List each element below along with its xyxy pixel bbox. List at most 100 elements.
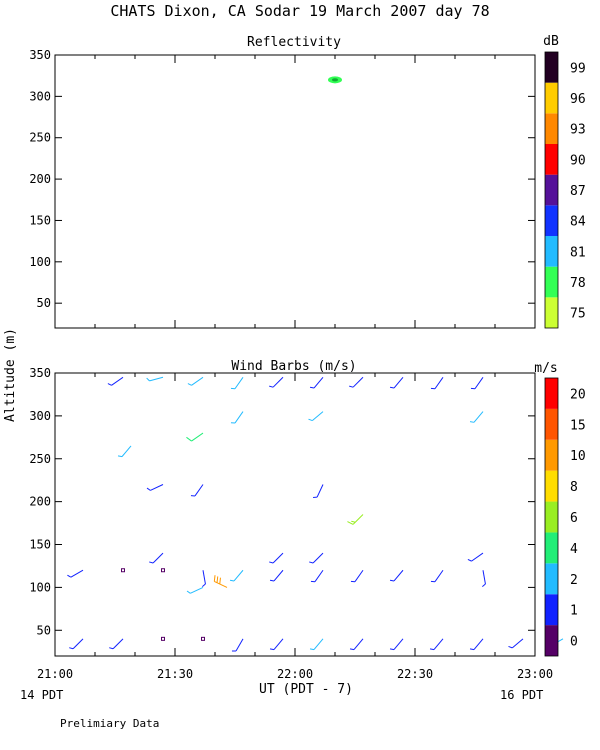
wind-y-tick-label: 100 <box>29 580 51 594</box>
wind-barb <box>190 484 204 497</box>
wind-barb-feather <box>219 577 221 585</box>
wind-barbs <box>67 376 564 652</box>
wind-barb <box>269 376 284 388</box>
wind-barb-staff <box>434 569 444 582</box>
wind-barb-feather <box>309 648 315 651</box>
reflectivity-colorbar-swatch <box>545 113 558 144</box>
wind-barb <box>430 377 444 390</box>
wind-barb-feather <box>389 386 395 389</box>
wind-colorbar-label: 2 <box>570 573 578 588</box>
wind-barb-staff <box>190 586 204 594</box>
wind-barb <box>508 638 524 649</box>
wind-barb-staff <box>149 376 164 382</box>
wind-barb-staff <box>191 432 204 442</box>
wind-title: Wind Barbs (m/s) <box>231 359 356 374</box>
wind-colorbar-swatch <box>545 439 558 471</box>
wind-barb-staff <box>511 638 524 649</box>
wind-barb-feather <box>187 383 192 386</box>
wind-barb-staff <box>474 377 484 390</box>
wind-barb-staff <box>352 376 364 388</box>
reflectivity-echoes <box>328 76 342 84</box>
wind-barb-staff <box>152 552 164 564</box>
wind-barb <box>149 552 164 564</box>
wind-colorbar-swatch <box>545 501 558 533</box>
wind-barb-feather <box>269 579 275 582</box>
reflectivity-colorbar-swatch <box>545 82 558 114</box>
wind-colorbar-label: 15 <box>570 418 586 433</box>
wind-barb-staff <box>272 552 284 564</box>
wind-barb <box>309 638 324 651</box>
wind-barb-staff <box>191 376 204 386</box>
y-axis-label: Altitude (m) <box>3 328 18 422</box>
reflectivity-colorbar-label: 78 <box>570 276 586 291</box>
wind-barb-staff <box>313 376 324 389</box>
wind-barb <box>229 569 244 582</box>
wind-barb <box>231 638 244 652</box>
wind-barb-staff <box>272 376 284 388</box>
reflectivity-colorbar-label: 84 <box>570 215 586 230</box>
wind-barb-staff <box>314 569 324 582</box>
reflectivity-y-axis: 50 100 150 200 250 300 350 <box>29 48 535 310</box>
wind-barb-feather <box>202 583 206 587</box>
wind-barb-staff <box>482 570 486 585</box>
wind-barb-feather <box>349 648 355 651</box>
reflectivity-y-tick-label: 350 <box>29 48 51 62</box>
wind-colorbar-label: 10 <box>570 449 586 464</box>
wind-barb-staff <box>473 638 484 650</box>
wind-barb-staff <box>434 377 444 390</box>
wind-barb-feather <box>213 575 216 582</box>
wind-barb-calm <box>121 568 125 573</box>
wind-barb-feather <box>216 576 219 583</box>
wind-colorbar-label: 4 <box>570 542 578 557</box>
wind-barb-staff <box>473 411 484 423</box>
wind-y-tick-label: 150 <box>29 538 51 552</box>
wind-x-tick-label: 21:00 <box>37 667 73 681</box>
reflectivity-y-tick-label: 250 <box>29 131 51 145</box>
wind-barb <box>389 638 404 651</box>
wind-barb-staff <box>121 445 132 457</box>
wind-barb-feather <box>67 574 72 578</box>
wind-barb-feather <box>149 561 154 564</box>
local-time-right: 16 PDT <box>500 688 543 702</box>
wind-barb-staff <box>112 638 124 650</box>
wind-barb-staff <box>353 638 364 650</box>
wind-barb-feather <box>269 648 275 651</box>
wind-barb-feather <box>146 487 151 491</box>
wind-x-axis: 21:00 21:30 22:00 22:30 23:00 <box>37 373 553 681</box>
wind-barb-staff <box>202 570 206 585</box>
wind-barb-feather <box>309 386 315 389</box>
wind-barb-calm <box>161 568 165 573</box>
wind-barb <box>107 376 124 386</box>
reflectivity-colorbar-swatch <box>545 266 558 298</box>
wind-barb-feather <box>469 421 475 423</box>
wind-barb <box>269 569 284 582</box>
wind-barb <box>269 552 284 564</box>
wind-barb <box>269 638 284 651</box>
reflectivity-title: Reflectivity <box>247 35 341 50</box>
reflectivity-colorbar-label: 81 <box>570 245 586 260</box>
wind-barb-staff <box>313 638 324 650</box>
wind-colorbar-swatch <box>545 625 558 656</box>
reflectivity-x-axis <box>54 55 536 328</box>
wind-barb-staff <box>70 569 84 578</box>
wind-barb-staff <box>354 569 364 582</box>
reflectivity-y-tick-label: 200 <box>29 172 51 186</box>
wind-barb-staff <box>150 484 164 491</box>
wind-colorbar-swatch <box>545 594 558 626</box>
wind-barb-calm <box>201 636 205 641</box>
reflectivity-y-tick-label: 100 <box>29 255 51 269</box>
wind-colorbar: 0 1 2 4 6 8 10 15 20 <box>544 377 586 657</box>
wind-barb <box>146 484 164 491</box>
wind-barb <box>309 552 324 564</box>
local-time-left: 14 PDT <box>20 688 63 702</box>
wind-barb-feather <box>117 455 123 458</box>
wind-barb-feather <box>269 561 274 564</box>
wind-barb-staff <box>214 581 228 588</box>
wind-barb-feather <box>347 521 354 525</box>
wind-barb <box>470 377 484 390</box>
wind-colorbar-label: 6 <box>570 511 578 526</box>
reflectivity-colorbar-swatch <box>545 297 558 328</box>
wind-barb-staff <box>393 376 404 389</box>
